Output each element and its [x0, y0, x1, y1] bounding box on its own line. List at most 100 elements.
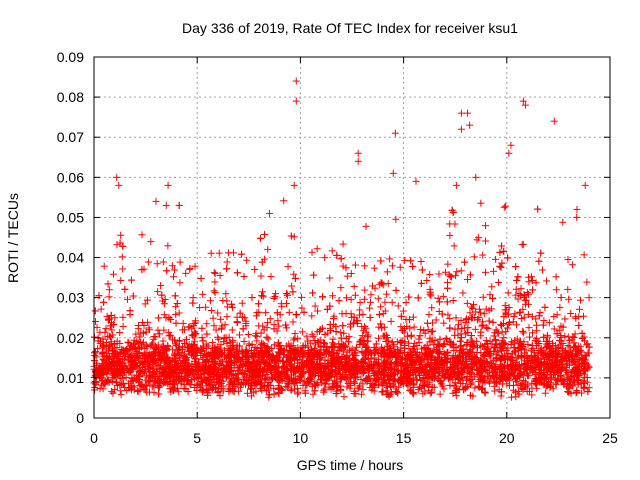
- data-point: [451, 220, 459, 228]
- data-point: [127, 276, 135, 284]
- data-point: [514, 295, 522, 303]
- data-point: [159, 337, 167, 345]
- data-point: [211, 289, 219, 297]
- data-point: [164, 242, 172, 250]
- data-point: [154, 288, 162, 296]
- data-point: [361, 286, 369, 294]
- data-point: [198, 334, 206, 342]
- data-point: [147, 341, 155, 349]
- data-point: [501, 202, 509, 210]
- data-point: [240, 337, 248, 345]
- data-point: [419, 390, 427, 398]
- data-point: [102, 324, 110, 332]
- data-point: [484, 325, 492, 333]
- data-point: [189, 299, 197, 307]
- data-point: [294, 335, 302, 343]
- data-point: [396, 263, 404, 271]
- data-point: [208, 306, 216, 314]
- data-point: [347, 310, 355, 318]
- data-point: [172, 310, 180, 318]
- data-point: [214, 309, 222, 317]
- data-point: [552, 273, 560, 281]
- data-point: [117, 231, 125, 239]
- data-point: [564, 342, 572, 350]
- data-point: [550, 313, 558, 321]
- data-point: [147, 238, 155, 246]
- data-point: [337, 328, 345, 336]
- data-point: [377, 303, 385, 311]
- data-point: [485, 317, 493, 325]
- data-point: [259, 292, 267, 300]
- data-point: [294, 390, 302, 398]
- data-point: [176, 279, 184, 287]
- data-point: [436, 390, 444, 398]
- data-point: [212, 326, 220, 334]
- data-point: [320, 387, 328, 395]
- data-point: [537, 249, 545, 257]
- data-point: [223, 258, 231, 266]
- data-point: [479, 293, 487, 301]
- data-point: [257, 272, 265, 280]
- data-point: [238, 250, 246, 258]
- data-point: [410, 323, 418, 331]
- data-point: [110, 270, 118, 278]
- data-point: [233, 269, 241, 277]
- data-point: [573, 213, 581, 221]
- data-point: [409, 313, 417, 321]
- data-point: [267, 273, 275, 281]
- data-point: [343, 272, 351, 280]
- data-point: [471, 325, 479, 333]
- data-point: [443, 298, 451, 306]
- data-point: [459, 289, 467, 297]
- data-point: [104, 333, 112, 341]
- data-point: [124, 295, 132, 303]
- data-point: [416, 325, 424, 333]
- data-point: [497, 392, 505, 400]
- data-point: [366, 304, 374, 312]
- data-point: [308, 312, 316, 320]
- data-point: [181, 326, 189, 334]
- data-point: [248, 294, 256, 302]
- data-point: [514, 273, 522, 281]
- data-point: [343, 294, 351, 302]
- data-point: [228, 326, 236, 334]
- data-point: [386, 255, 394, 263]
- data-point: [343, 383, 351, 391]
- data-point: [429, 327, 437, 335]
- data-point: [418, 266, 426, 274]
- data-point: [452, 272, 460, 280]
- data-point: [108, 326, 116, 334]
- data-point: [335, 297, 343, 305]
- data-point: [182, 269, 190, 277]
- data-point: [153, 260, 161, 268]
- data-point: [119, 322, 127, 330]
- data-point: [492, 255, 500, 263]
- data-point: [383, 268, 391, 276]
- data-point: [482, 268, 490, 276]
- data-point: [280, 197, 288, 205]
- data-point: [584, 340, 592, 348]
- data-point: [463, 329, 471, 337]
- data-point: [129, 292, 137, 300]
- data-point: [446, 314, 454, 322]
- data-point: [453, 268, 461, 276]
- data-point: [119, 265, 127, 273]
- data-point: [533, 327, 541, 335]
- data-point: [97, 305, 105, 313]
- data-point: [497, 263, 505, 271]
- data-point: [321, 254, 329, 262]
- data-point: [251, 265, 259, 273]
- data-point: [218, 324, 226, 332]
- data-point: [217, 315, 225, 323]
- data-point: [262, 309, 270, 317]
- data-point: [480, 310, 488, 318]
- data-point: [223, 297, 231, 305]
- data-point: [348, 351, 356, 359]
- data-point: [347, 296, 355, 304]
- data-point: [310, 271, 318, 279]
- data-point: [527, 273, 535, 281]
- data-point: [423, 319, 431, 327]
- data-point: [298, 328, 306, 336]
- data-point: [256, 234, 264, 242]
